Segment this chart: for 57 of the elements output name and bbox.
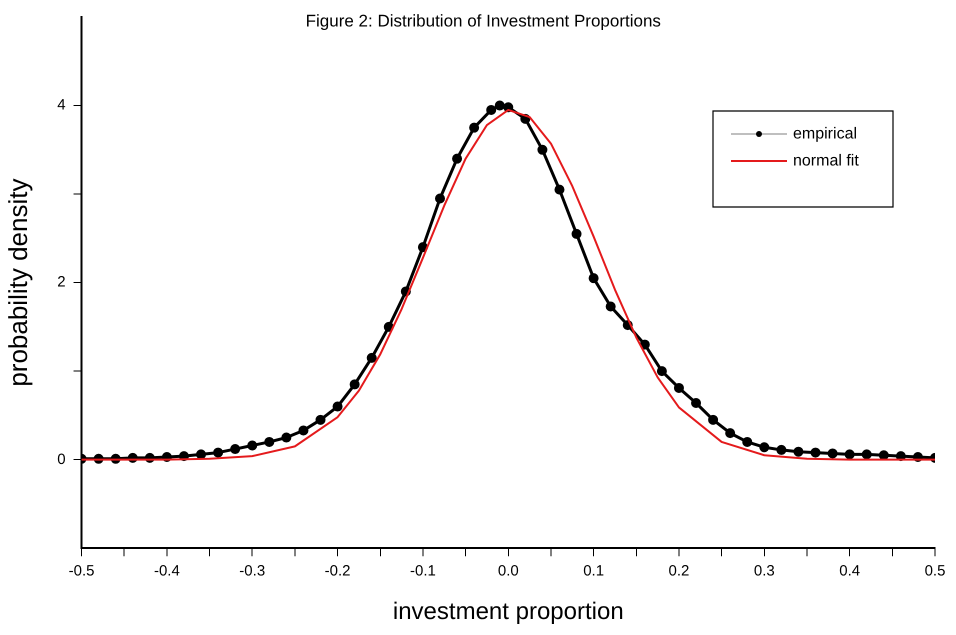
y-tick-label: 2 xyxy=(57,274,66,291)
point xyxy=(384,322,394,332)
point xyxy=(810,448,821,458)
point xyxy=(759,442,770,452)
chart-title: Figure 2: Distribution of Investment Proportions xyxy=(306,12,661,31)
point xyxy=(572,228,582,239)
point xyxy=(316,414,326,425)
point xyxy=(828,448,838,458)
point xyxy=(247,440,258,450)
point xyxy=(708,414,718,425)
x-tick-label: 0.2 xyxy=(668,562,690,580)
point xyxy=(537,144,548,155)
point xyxy=(742,436,752,447)
x-tick-label: -0.2 xyxy=(324,562,351,580)
point xyxy=(366,352,377,363)
point xyxy=(844,449,855,460)
x-axis-title: investment proportion xyxy=(392,598,624,626)
point xyxy=(588,273,599,284)
point xyxy=(606,302,616,312)
point xyxy=(793,446,804,457)
point xyxy=(674,382,684,393)
point xyxy=(298,425,308,436)
x-tick-label: 0.0 xyxy=(498,562,519,580)
x-tick-label: 0.4 xyxy=(839,562,860,580)
point xyxy=(486,104,496,115)
point xyxy=(776,444,786,455)
x-tick-label: -0.3 xyxy=(239,562,266,580)
y-axis-title: probability density xyxy=(2,178,33,387)
x-tick-label: -0.4 xyxy=(154,562,180,580)
legend-label: empirical xyxy=(793,125,858,142)
point xyxy=(640,340,650,350)
point xyxy=(196,449,206,460)
x-tick-label: -0.1 xyxy=(410,562,436,580)
point xyxy=(862,449,872,460)
point xyxy=(725,428,736,438)
point xyxy=(281,432,292,443)
x-tick-label: 0.1 xyxy=(583,562,604,580)
y-tick-label: 4 xyxy=(57,96,66,114)
x-tick-label: 0.3 xyxy=(754,562,775,580)
point xyxy=(469,122,480,133)
point xyxy=(452,154,462,164)
point xyxy=(418,242,428,252)
point xyxy=(434,193,445,204)
point xyxy=(332,402,343,412)
point xyxy=(350,379,360,390)
legend-label: normal fit xyxy=(793,152,860,170)
point xyxy=(554,184,564,195)
point xyxy=(264,436,274,447)
x-tick-label: -0.5 xyxy=(68,562,94,580)
point xyxy=(878,450,889,460)
point xyxy=(494,100,505,111)
point xyxy=(213,448,224,458)
point xyxy=(230,444,240,454)
point xyxy=(691,398,702,408)
x-tick-label: 0.5 xyxy=(924,562,946,580)
y-tick-label: 0 xyxy=(57,450,66,468)
point xyxy=(656,366,667,376)
